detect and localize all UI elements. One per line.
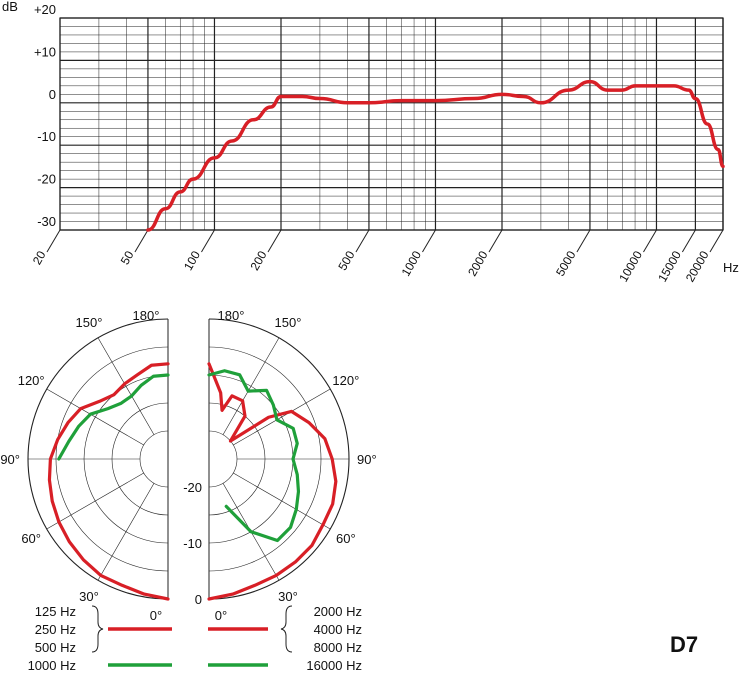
x-tick-label: 2000 bbox=[465, 248, 491, 278]
polar-angle-label: 150° bbox=[76, 315, 103, 330]
legend-label-left: 1000 Hz bbox=[28, 658, 76, 673]
polar-angle-label: 0° bbox=[150, 608, 162, 623]
polar-angle-label: 0° bbox=[215, 608, 227, 623]
plot-frame bbox=[59, 17, 724, 231]
polar-series-line bbox=[207, 362, 338, 601]
polar-series bbox=[47, 362, 338, 601]
polar-angle-label: 120° bbox=[332, 373, 359, 388]
frequency-response-line bbox=[146, 79, 725, 232]
x-tick-mark bbox=[201, 229, 215, 253]
polar-spoke bbox=[233, 472, 331, 530]
x-tick-label: 15000 bbox=[655, 248, 684, 284]
polar-spoke bbox=[97, 483, 155, 581]
x-tick-label: 100 bbox=[181, 248, 203, 273]
polar-radius-label: -20 bbox=[183, 480, 202, 495]
x-tick-mark bbox=[267, 229, 282, 253]
model-name: D7 bbox=[670, 632, 699, 657]
x-tick-mark bbox=[576, 229, 591, 253]
frequency-y-tick-labels: +20 +10 0 -10 -20 -30 bbox=[34, 2, 56, 229]
polar-angle-label: 60° bbox=[336, 531, 356, 546]
legend-label-left: 500 Hz bbox=[35, 640, 76, 655]
y-tick-label: 0 bbox=[49, 87, 56, 102]
legend-label-right: 8000 Hz bbox=[314, 640, 362, 655]
x-tick-label: 10000 bbox=[616, 248, 645, 284]
x-tick-label: 200 bbox=[247, 248, 269, 273]
y-tick-label: -10 bbox=[37, 129, 56, 144]
polar-series-line bbox=[47, 362, 170, 601]
polar-left-half bbox=[27, 318, 169, 600]
legend-label-left: 250 Hz bbox=[35, 622, 76, 637]
legend-brace-left bbox=[91, 605, 104, 653]
polar-angle-label: 90° bbox=[0, 452, 20, 467]
y-axis-unit-label: dB bbox=[2, 0, 18, 14]
polar-pattern-chart: -20-100 180°150°120°90°60°30°0°180° 150°1… bbox=[0, 308, 376, 673]
polar-radius-label: -10 bbox=[183, 536, 202, 551]
polar-spoke bbox=[233, 388, 331, 446]
polar-angle-label: 30° bbox=[278, 589, 298, 604]
x-tick-label: 50 bbox=[118, 248, 137, 267]
x-tick-mark bbox=[46, 229, 61, 253]
polar-legend: 125 Hz 250 Hz 500 Hz 1000 Hz 2000 Hz 4000 Hz 8… bbox=[28, 604, 362, 673]
x-tick-label: 20 bbox=[30, 248, 49, 267]
x-tick-mark bbox=[134, 229, 149, 253]
frequency-series bbox=[146, 79, 725, 232]
x-tick-mark bbox=[643, 229, 657, 253]
polar-spoke bbox=[97, 337, 155, 435]
legend-label-right: 4000 Hz bbox=[314, 622, 362, 637]
polar-spoke bbox=[46, 472, 144, 530]
x-tick-mark bbox=[355, 229, 370, 253]
polar-angle-label: 180° bbox=[218, 308, 245, 323]
x-axis-unit-label: Hz bbox=[723, 260, 739, 275]
polar-angle-label: 180° bbox=[133, 308, 160, 323]
legend-brace-right bbox=[280, 605, 293, 653]
x-tick-mark bbox=[422, 229, 436, 253]
x-tick-label: 1000 bbox=[399, 248, 425, 278]
y-tick-label: -20 bbox=[37, 172, 56, 187]
x-tick-mark bbox=[488, 229, 503, 253]
y-tick-label: -30 bbox=[37, 214, 56, 229]
polar-series-line bbox=[57, 373, 170, 461]
legend-label-right: 2000 Hz bbox=[314, 604, 362, 619]
x-tick-label: 500 bbox=[335, 248, 357, 273]
y-tick-label: +10 bbox=[34, 44, 56, 59]
polar-spoke bbox=[222, 337, 280, 435]
polar-ring bbox=[139, 430, 169, 488]
frequency-response-chart: dB +20 +10 0 -10 -20 -30 20 50 100 200 500 1000 200… bbox=[2, 0, 739, 284]
x-tick-label: 5000 bbox=[553, 248, 579, 278]
polar-angle-label: 30° bbox=[79, 589, 99, 604]
polar-series-line bbox=[207, 369, 301, 543]
polar-angle-label: 90° bbox=[357, 452, 377, 467]
polar-spoke bbox=[46, 388, 144, 446]
polar-angle-label: 60° bbox=[21, 531, 41, 546]
x-tick-mark bbox=[709, 229, 724, 253]
legend-label-right: 16000 Hz bbox=[306, 658, 362, 673]
polar-radius-labels: -20 -10 0 bbox=[183, 480, 202, 607]
frequency-grid bbox=[59, 17, 724, 231]
polar-angle-labels: 180° 150° 120° 90° 60° 30° 0° 180° 150° 120° 90° 60… bbox=[0, 308, 376, 623]
x-tick-mark bbox=[681, 229, 696, 253]
polar-radius-label: 0 bbox=[195, 592, 202, 607]
y-tick-label: +20 bbox=[34, 2, 56, 17]
polar-angle-label: 120° bbox=[18, 373, 45, 388]
x-tick-label: 20000 bbox=[683, 248, 712, 284]
polar-angle-label: 150° bbox=[275, 315, 302, 330]
legend-label-left: 125 Hz bbox=[35, 604, 76, 619]
polar-right-half bbox=[208, 318, 350, 600]
